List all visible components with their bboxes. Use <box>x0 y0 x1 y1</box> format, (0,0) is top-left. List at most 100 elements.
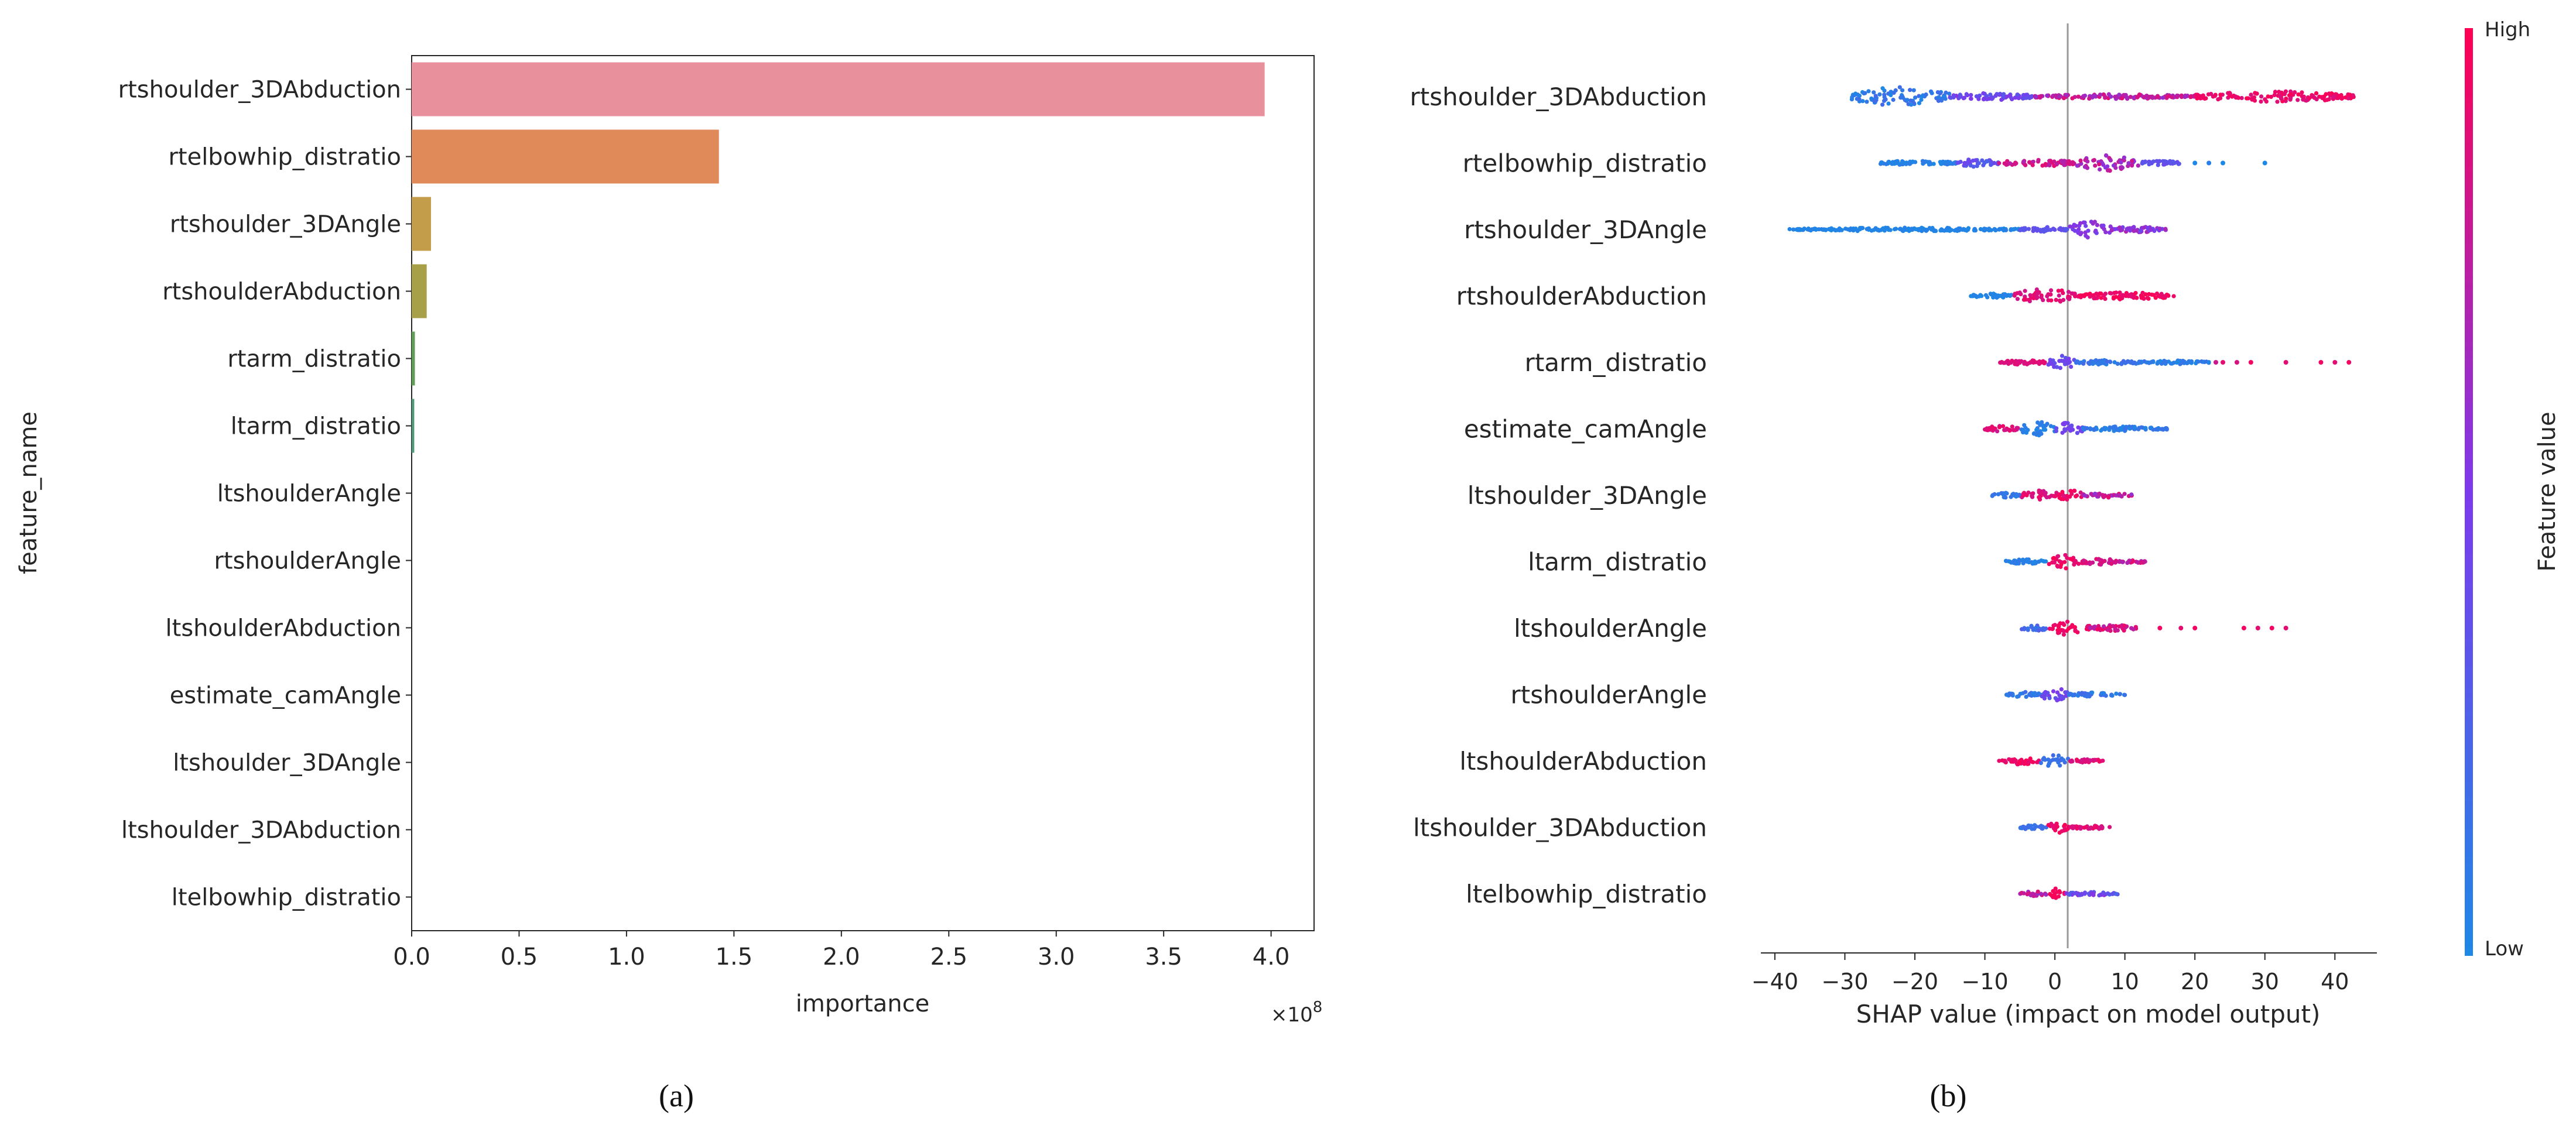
shap-point <box>1913 227 1918 232</box>
shap-point <box>2114 558 2119 563</box>
shap-point <box>1985 426 1989 431</box>
shap-point <box>2214 360 2218 365</box>
shap-point <box>2110 624 2116 629</box>
shap-point <box>2204 96 2208 101</box>
shap-point <box>1964 92 1969 97</box>
shap-point <box>1900 228 1905 233</box>
shap-point <box>2079 891 2084 896</box>
shap-point <box>2137 359 2141 364</box>
shap-point <box>2119 160 2123 165</box>
shap-point <box>2026 557 2030 562</box>
shap-point <box>2088 826 2092 831</box>
shap-point <box>2093 163 2098 168</box>
y-tick-label: rtshoulder_3DAbduction <box>118 77 401 104</box>
shap-point <box>2113 227 2117 232</box>
shap-point <box>2048 292 2053 297</box>
shap-point <box>2135 95 2140 100</box>
shap-point <box>2239 95 2244 101</box>
shap-point <box>1832 227 1836 232</box>
shap-point <box>2112 290 2117 296</box>
shap-point <box>2043 493 2048 498</box>
shap-point <box>1807 227 1811 232</box>
shap-point <box>1857 97 1862 101</box>
shap-point <box>1981 163 1986 167</box>
shap-point <box>2158 294 2163 299</box>
shap-point <box>2098 361 2103 366</box>
shap-point <box>2074 494 2078 499</box>
shap-point <box>2081 94 2086 98</box>
shap-point <box>2114 691 2119 696</box>
shap-point <box>2064 358 2069 362</box>
shap-point <box>2065 619 2070 624</box>
shap-point <box>2036 889 2040 894</box>
shap-point <box>2086 228 2091 233</box>
shap-point <box>1983 227 1988 231</box>
x-tick-label: 1.0 <box>608 944 645 970</box>
shap-point <box>2129 361 2134 365</box>
feature-label: rtshoulder_3DAbduction <box>1410 83 1707 111</box>
shap-point <box>2228 91 2232 96</box>
shap-point <box>2035 291 2040 296</box>
shap-point <box>2106 92 2111 97</box>
shap-point <box>1894 227 1898 231</box>
shap-point <box>1937 95 1941 100</box>
shap-point <box>1971 158 1975 163</box>
feature-label: rtarm_distratio <box>1525 348 1707 377</box>
shap-point <box>2153 427 2158 432</box>
shap-point <box>2056 554 2061 558</box>
feature-label: rtshoulderAbduction <box>1456 282 1707 311</box>
shap-point <box>2110 425 2116 430</box>
shap-point <box>2098 167 2102 172</box>
shap-point <box>2170 95 2174 100</box>
shap-point <box>2076 227 2081 232</box>
shap-point <box>2262 160 2267 166</box>
shap-point <box>2060 159 2064 164</box>
shap-point <box>2117 290 2122 295</box>
y-tick-label: rtarm_distratio <box>227 346 401 373</box>
shap-point <box>2010 424 2014 429</box>
shap-point <box>2218 92 2223 97</box>
shap-point <box>2068 825 2072 829</box>
feature-label: ltshoulderAngle <box>1514 614 1707 643</box>
shap-point <box>2006 427 2011 432</box>
shap-row <box>1990 488 2134 502</box>
shap-point <box>2185 361 2190 366</box>
shap-point <box>2044 228 2048 233</box>
shap-point <box>2029 623 2034 628</box>
shap-point <box>2004 162 2009 167</box>
shap-point <box>1981 91 1986 96</box>
shap-point <box>2040 694 2044 699</box>
shap-point <box>2038 94 2044 98</box>
shap-point <box>2283 360 2288 365</box>
shap-point <box>1992 293 1997 299</box>
y-tick-label: ltelbowhip_distratio <box>172 884 401 911</box>
shap-point <box>1892 162 1897 166</box>
shap-point <box>2162 358 2167 363</box>
shap-point <box>2250 97 2255 102</box>
x-tick-label: 3.0 <box>1038 944 1075 970</box>
shap-point <box>1910 159 1915 164</box>
shap-point <box>2236 95 2241 100</box>
shap-point <box>2031 760 2036 764</box>
shap-point <box>2074 757 2079 762</box>
shap-point <box>2062 822 2067 827</box>
shap-point <box>2230 94 2235 99</box>
shap-point <box>2045 225 2050 229</box>
shap-point <box>2013 162 2017 166</box>
shap-point <box>2314 91 2319 95</box>
shap-point <box>1904 160 1909 165</box>
shap-point <box>2065 497 2069 502</box>
shap-point <box>2066 626 2071 631</box>
shap-x-tick-label: −30 <box>1821 969 1868 994</box>
shap-point <box>2029 95 2034 100</box>
shap-point <box>2221 360 2225 365</box>
shap-row <box>2018 821 2112 835</box>
shap-point <box>1969 97 1973 101</box>
shap-point <box>2175 94 2180 98</box>
y-tick-label: ltshoulder_3DAngle <box>173 750 401 777</box>
shap-point <box>2189 359 2194 363</box>
shap-point <box>1877 228 1881 233</box>
shap-point <box>2056 894 2061 899</box>
shap-point <box>1857 93 1862 98</box>
shap-point <box>1993 228 1998 232</box>
